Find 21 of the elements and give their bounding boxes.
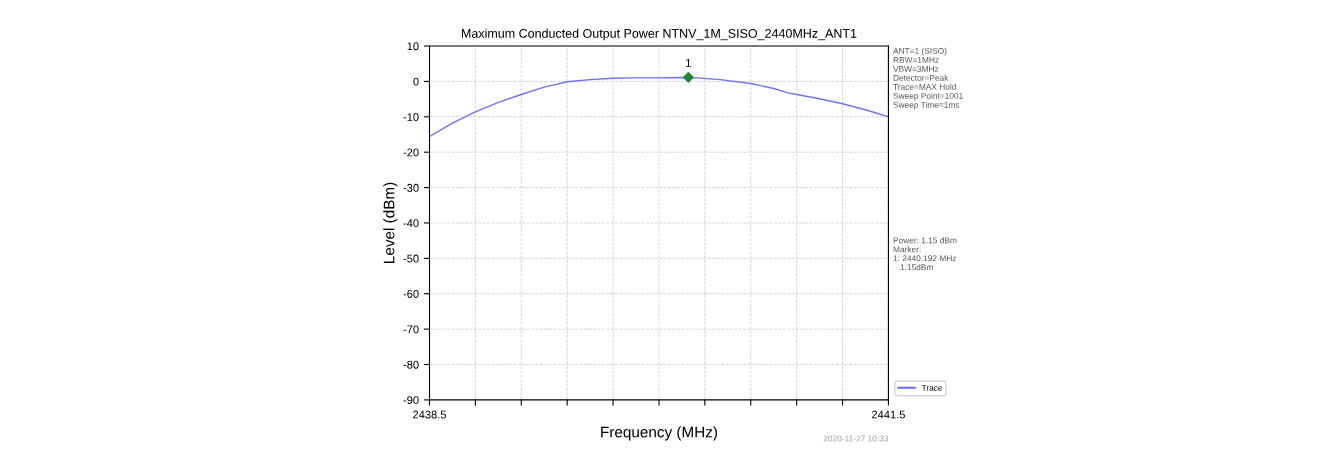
legend-label: Trace — [921, 384, 943, 391]
x-tick-label: 2438.5 — [413, 410, 447, 419]
y-tick-label: -10 — [403, 113, 419, 121]
text: Power: 1.15 dBm Marker: 1: 2440.192 MHz 1.15dBm — [893, 237, 957, 271]
y-tick-label: -50 — [403, 254, 419, 263]
annotation: 1 — [686, 59, 691, 67]
y-tick-label: -90 — [403, 396, 419, 405]
chart-title: Maximum Conducted Output Power NTNV_1M_SISO_2440MHz_ANT1 — [462, 28, 857, 41]
y-tick-label: -60 — [403, 290, 419, 298]
text: ANT=1 (SISO) RBW=1MHz VBW=3MHz Detector=Peak Trace=MAX Hold Sweep Point=1001 Sweep Time=1ms — [893, 47, 963, 110]
y-axis-title: Level (dBm) — [383, 182, 398, 263]
y-tick-label: -70 — [403, 325, 419, 334]
y-tick-label: -40 — [403, 219, 419, 228]
x-axis-title: Frequency (MHz) — [601, 426, 718, 441]
y-tick-label: -20 — [403, 148, 419, 157]
x-tick-label: 2441.5 — [872, 410, 905, 419]
y-tick-label: 0 — [413, 77, 419, 86]
y-tick-label: -80 — [403, 360, 419, 369]
y-tick-label: 10 — [407, 42, 419, 51]
y-tick-label: -30 — [403, 183, 419, 192]
text: 2020-11-27 10:33 — [823, 435, 889, 442]
